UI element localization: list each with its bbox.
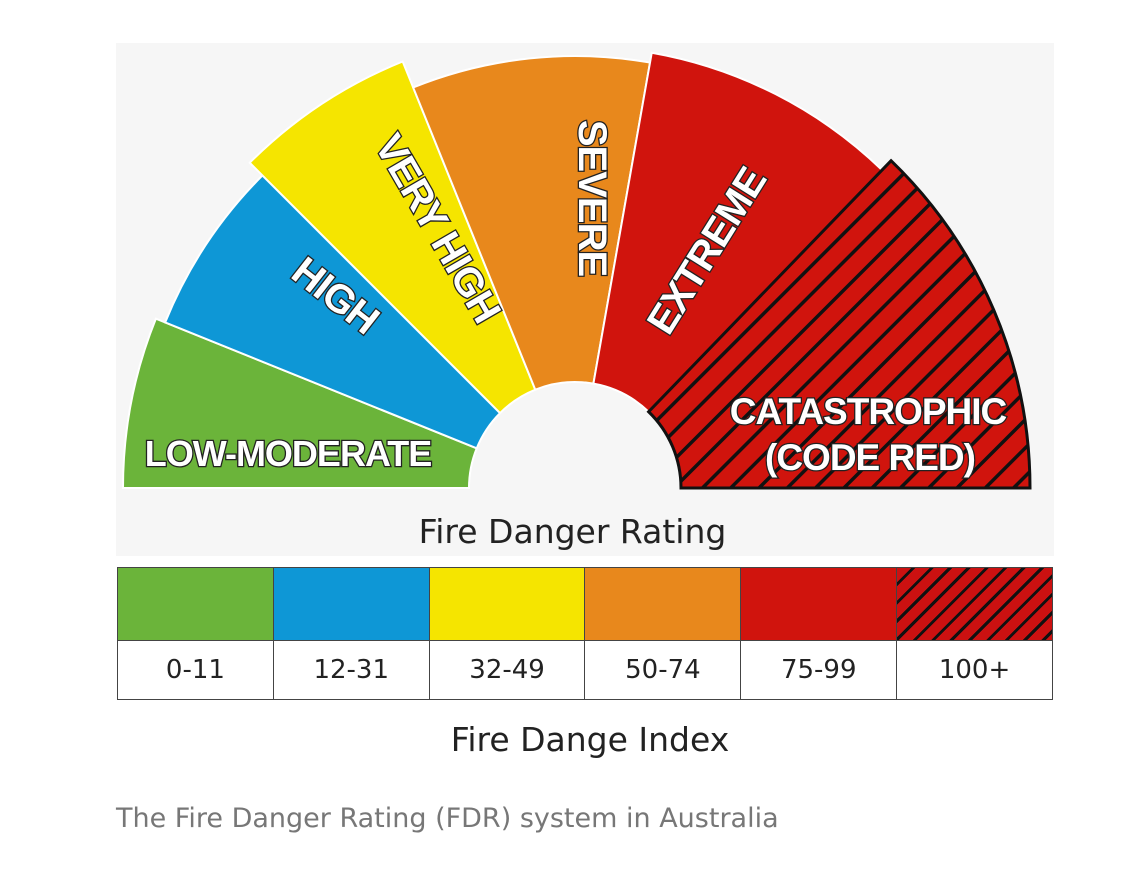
figure-caption: The Fire Danger Rating (FDR) system in A…: [116, 803, 779, 834]
index-value: 32-49: [430, 641, 585, 699]
fire-danger-index-table: 0-11 12-31 32-49 50-74 75-99 100+: [117, 567, 1053, 700]
index-swatch-very-high: [430, 568, 585, 641]
index-swatch-catastrophic: [897, 568, 1052, 641]
segment-label-catastrophic: CATASTROPHIC: [730, 391, 1007, 432]
index-value: 12-31: [274, 641, 429, 699]
index-title: Fire Dange Index: [0, 720, 1145, 759]
index-column: 12-31: [273, 568, 429, 699]
index-column: 75-99: [740, 568, 896, 699]
index-column: 100+: [896, 568, 1052, 699]
index-swatch-low-moderate: [118, 568, 273, 641]
fire-danger-gauge: LOW-MODERATE HIGH VERY HIGH SEVERE EXTRE…: [0, 0, 1145, 560]
index-swatch-high: [274, 568, 429, 641]
index-value: 100+: [897, 641, 1052, 699]
gauge-title: Fire Danger Rating: [0, 512, 1145, 551]
index-swatch-severe: [585, 568, 740, 641]
index-value: 50-74: [585, 641, 740, 699]
segment-label-code-red: (CODE RED): [765, 437, 975, 478]
segment-label-severe: SEVERE: [570, 120, 614, 277]
index-column: 50-74: [584, 568, 740, 699]
index-column: 0-11: [118, 568, 273, 699]
segment-label-low-moderate: LOW-MODERATE: [145, 433, 432, 474]
index-value: 75-99: [741, 641, 896, 699]
index-value: 0-11: [118, 641, 273, 699]
index-swatch-extreme: [741, 568, 896, 641]
index-column: 32-49: [429, 568, 585, 699]
